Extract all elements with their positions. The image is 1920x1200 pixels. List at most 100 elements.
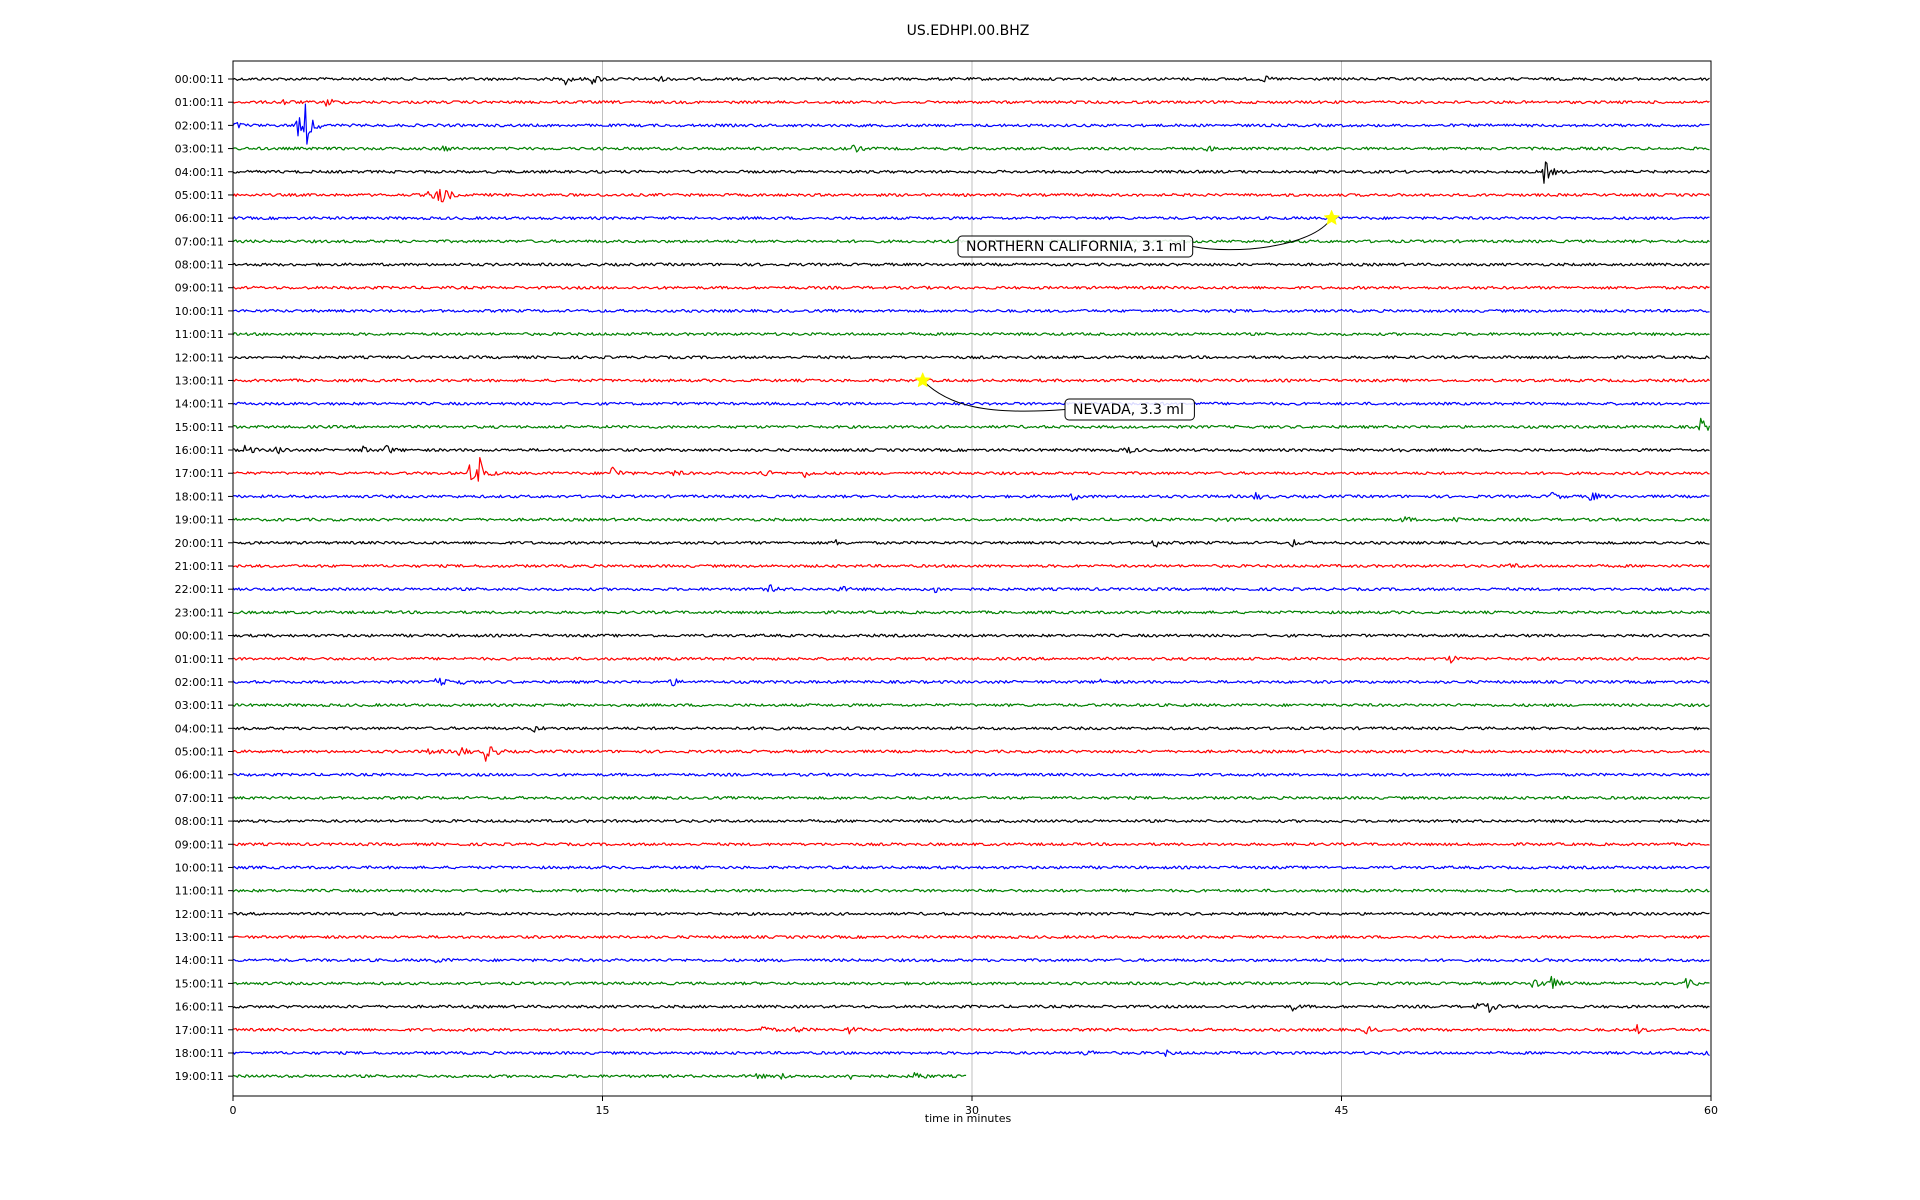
row-label: 07:00:11 xyxy=(175,235,224,248)
row-label: 15:00:11 xyxy=(175,977,224,990)
trace-row-10 xyxy=(232,308,1710,313)
row-label: 03:00:11 xyxy=(175,699,224,712)
x-tick-label: 45 xyxy=(1335,1104,1349,1117)
event-annotation: NEVADA, 3.3 ml xyxy=(1064,398,1195,421)
row-label: 11:00:11 xyxy=(175,885,224,898)
trace-row-42 xyxy=(232,1049,1710,1057)
trace-row-25 xyxy=(232,655,1710,664)
row-label: 10:00:11 xyxy=(175,861,224,874)
trace-row-14 xyxy=(232,401,1710,406)
trace-row-5 xyxy=(232,188,1710,203)
row-label: 21:00:11 xyxy=(175,560,224,573)
trace-row-30 xyxy=(232,772,1710,777)
row-label: 10:00:11 xyxy=(175,305,224,318)
trace-row-13 xyxy=(232,378,1710,383)
trace-row-35 xyxy=(232,888,1710,893)
trace-row-3 xyxy=(232,144,1710,153)
row-label: 18:00:11 xyxy=(175,490,224,503)
grid-lines xyxy=(602,61,1342,1096)
row-label: 07:00:11 xyxy=(175,792,224,805)
row-label: 08:00:11 xyxy=(175,259,224,272)
row-label: 00:00:11 xyxy=(175,630,224,643)
trace-row-2 xyxy=(232,103,1710,145)
row-label: 06:00:11 xyxy=(175,769,224,782)
row-label: 19:00:11 xyxy=(175,514,224,527)
row-label: 00:00:11 xyxy=(175,73,224,86)
trace-row-8 xyxy=(232,262,1710,267)
trace-row-40 xyxy=(232,1002,1710,1013)
trace-row-41 xyxy=(232,1023,1710,1035)
row-label: 05:00:11 xyxy=(175,746,224,759)
trace-row-19 xyxy=(232,516,1710,523)
row-label: 13:00:11 xyxy=(175,374,224,387)
trace-row-17 xyxy=(232,456,1710,482)
trace-row-20 xyxy=(232,539,1710,548)
trace-row-28 xyxy=(232,725,1710,733)
trace-row-33 xyxy=(232,842,1710,847)
row-label: 16:00:11 xyxy=(175,444,224,457)
trace-row-21 xyxy=(232,563,1711,569)
row-label: 14:00:11 xyxy=(175,954,224,967)
event-annotation: NORTHERN CALIFORNIA, 3.1 ml xyxy=(957,235,1194,258)
row-label: 03:00:11 xyxy=(175,143,224,156)
row-label: 22:00:11 xyxy=(175,583,224,596)
event-label: NEVADA, 3.3 ml xyxy=(1073,402,1184,418)
event-connector xyxy=(922,380,1066,412)
trace-row-6 xyxy=(232,216,1710,221)
event-connector xyxy=(1192,217,1333,251)
trace-lines xyxy=(232,75,1711,1080)
trace-row-9 xyxy=(232,285,1710,290)
x-tick-label: 15 xyxy=(596,1104,610,1117)
chart-title: US.EDHPI.00.BHZ xyxy=(907,23,1030,39)
row-label: 02:00:11 xyxy=(175,676,224,689)
trace-row-22 xyxy=(232,584,1710,594)
trace-row-26 xyxy=(232,677,1710,687)
row-label: 05:00:11 xyxy=(175,189,224,202)
row-labels: 00:00:11 01:00:11 02:00:11 03:00:11 04:00:11… xyxy=(175,73,233,1083)
trace-row-0 xyxy=(232,75,1710,86)
trace-row-12 xyxy=(232,355,1710,360)
row-label: 01:00:11 xyxy=(175,653,224,666)
trace-row-15 xyxy=(232,417,1711,431)
row-label: 18:00:11 xyxy=(175,1047,224,1060)
trace-row-11 xyxy=(232,332,1710,337)
row-label: 23:00:11 xyxy=(175,606,224,619)
event-label: NORTHERN CALIFORNIA, 3.1 ml xyxy=(966,239,1186,255)
row-label: 13:00:11 xyxy=(175,931,224,944)
trace-row-4 xyxy=(232,161,1710,184)
x-tick-label: 30 xyxy=(965,1104,979,1117)
x-tick-label: 60 xyxy=(1704,1104,1718,1117)
row-label: 04:00:11 xyxy=(175,166,224,179)
row-label: 01:00:11 xyxy=(175,96,224,109)
x-axis-label: time in minutes xyxy=(925,1112,1012,1125)
trace-row-24 xyxy=(232,633,1710,638)
trace-row-23 xyxy=(232,610,1711,615)
row-label: 19:00:11 xyxy=(175,1070,224,1083)
trace-row-16 xyxy=(232,444,1710,455)
event-star-icon xyxy=(914,371,931,388)
event-star-icon xyxy=(1323,209,1340,226)
trace-row-38 xyxy=(232,957,1710,964)
x-tick-label: 0 xyxy=(230,1104,237,1117)
row-label: 16:00:11 xyxy=(175,1001,224,1014)
row-label: 12:00:11 xyxy=(175,351,224,364)
row-label: 14:00:11 xyxy=(175,398,224,411)
row-label: 12:00:11 xyxy=(175,908,224,921)
row-label: 09:00:11 xyxy=(175,838,224,851)
trace-row-27 xyxy=(232,703,1710,708)
trace-row-37 xyxy=(232,935,1710,940)
trace-row-43 xyxy=(232,1071,967,1080)
trace-row-32 xyxy=(232,819,1710,824)
trace-row-29 xyxy=(232,746,1710,762)
trace-row-18 xyxy=(232,491,1710,501)
row-label: 06:00:11 xyxy=(175,212,224,225)
trace-row-39 xyxy=(232,975,1710,990)
x-axis-ticks: 0 15 30 45 60 xyxy=(230,1096,1718,1117)
event-annotations: NORTHERN CALIFORNIA, 3.1 ml NEVADA, 3.3 m… xyxy=(914,209,1340,421)
row-label: 15:00:11 xyxy=(175,421,224,434)
row-label: 09:00:11 xyxy=(175,282,224,295)
trace-row-31 xyxy=(232,795,1710,800)
row-label: 17:00:11 xyxy=(175,467,224,480)
row-label: 17:00:11 xyxy=(175,1024,224,1037)
